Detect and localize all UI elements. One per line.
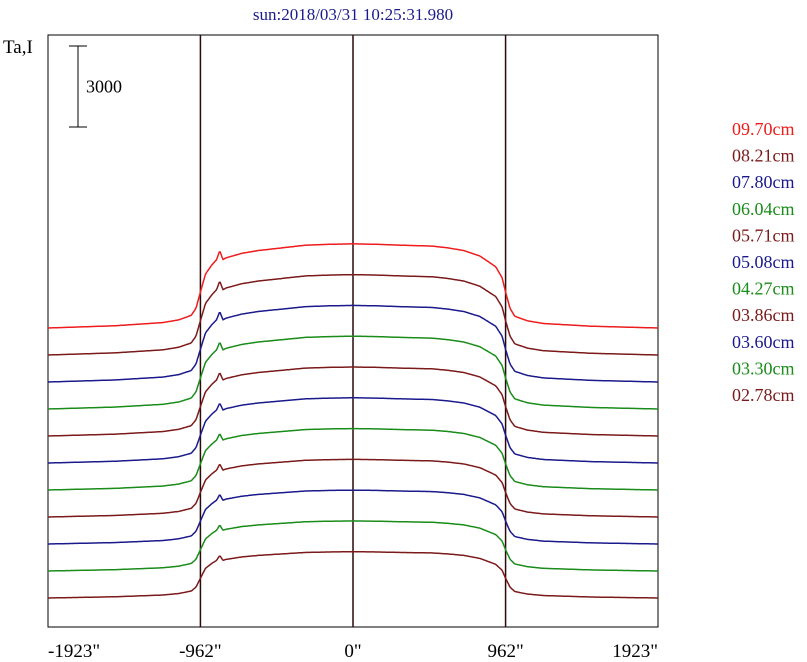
legend-item-05.71cm: 05.71cm [732,225,795,245]
legend-item-06.04cm: 06.04cm [732,199,795,219]
legend-item-03.60cm: 03.60cm [732,332,795,352]
x-tick-label: -1923" [48,641,100,662]
series-line-02.78cm [48,550,658,599]
x-tick-label: 962" [487,641,523,662]
series-line-03.86cm [48,458,658,518]
y-axis-label: Ta,I [3,37,33,58]
x-tick-label: 0" [344,641,361,662]
series-line-04.27cm [48,427,658,491]
x-tick-label: -962" [179,641,222,662]
legend-item-04.27cm: 04.27cm [732,279,795,299]
legend-item-05.08cm: 05.08cm [732,252,795,272]
series-line-07.80cm [48,304,658,383]
series-line-05.71cm [48,366,658,437]
chart-title: sun:2018/03/31 10:25:31.980 [253,5,453,24]
x-tick-label: 1923" [612,641,658,662]
legend-item-03.30cm: 03.30cm [732,358,795,378]
scale-bar-label: 3000 [86,77,122,97]
legend-item-07.80cm: 07.80cm [732,172,795,192]
legend-item-08.21cm: 08.21cm [732,146,795,166]
series-line-05.08cm [48,397,658,464]
legend-item-09.70cm: 09.70cm [732,119,795,139]
series-line-09.70cm [48,243,658,329]
series-line-03.60cm [48,489,658,545]
series-line-08.21cm [48,273,658,356]
scale-bar: 3000 [69,45,122,128]
series-line-03.30cm [48,520,658,572]
legend-item-03.86cm: 03.86cm [732,305,795,325]
series-line-06.04cm [48,335,658,410]
legend-item-02.78cm: 02.78cm [732,385,795,405]
